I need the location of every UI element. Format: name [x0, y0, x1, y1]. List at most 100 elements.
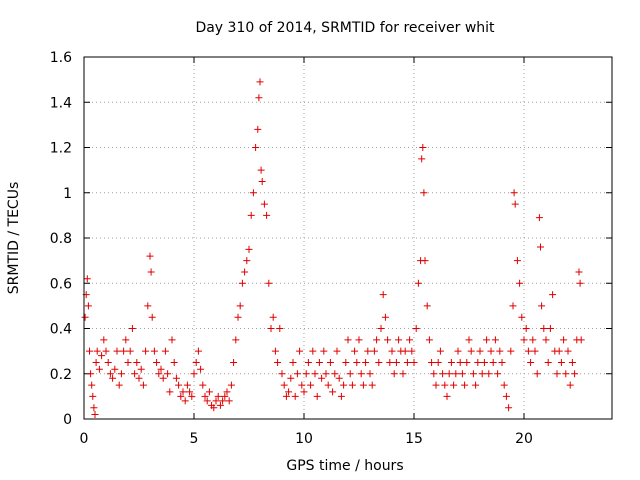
data-point — [386, 358, 394, 366]
data-point — [344, 336, 352, 344]
data-point — [161, 347, 169, 355]
data-point — [155, 370, 163, 378]
data-point — [269, 313, 277, 321]
data-point — [419, 144, 427, 151]
data-point — [331, 370, 339, 378]
data-point — [93, 347, 101, 355]
data-point — [146, 252, 154, 260]
data-point — [153, 358, 161, 366]
data-point — [147, 268, 155, 276]
data-point — [472, 381, 480, 389]
data-point — [535, 214, 543, 222]
data-point — [362, 358, 370, 366]
data-point — [89, 392, 97, 400]
data-point — [98, 352, 106, 360]
data-point — [142, 347, 150, 355]
data-point — [458, 370, 466, 378]
data-point — [192, 358, 200, 366]
data-point — [463, 358, 471, 366]
data-point — [333, 347, 341, 355]
data-point — [452, 370, 460, 378]
data-point — [399, 370, 407, 378]
data-point — [133, 358, 141, 366]
data-point — [109, 374, 117, 382]
x-tick-label: 10 — [295, 431, 313, 447]
data-point — [370, 347, 378, 355]
data-point — [373, 336, 381, 344]
plot-frame — [83, 56, 613, 420]
data-point — [131, 370, 139, 378]
data-point — [485, 370, 493, 378]
x-axis-label: GPS time / hours — [286, 458, 403, 474]
data-point — [494, 370, 502, 378]
data-point — [150, 347, 158, 355]
data-point — [95, 365, 103, 373]
data-point — [527, 358, 535, 366]
y-tick-label: 0.8 — [50, 231, 72, 247]
data-point — [443, 392, 451, 400]
data-point — [302, 370, 310, 378]
data-point — [329, 388, 337, 396]
data-point — [135, 374, 143, 382]
data-point — [86, 347, 93, 355]
data-point — [315, 358, 323, 366]
data-point — [500, 381, 508, 389]
data-point — [531, 347, 539, 355]
data-point — [518, 313, 526, 321]
data-point — [454, 347, 462, 355]
data-point — [564, 347, 572, 355]
data-point — [296, 347, 304, 355]
data-point — [392, 358, 400, 366]
data-point — [403, 358, 411, 366]
data-point — [258, 177, 266, 185]
data-point — [221, 392, 229, 400]
data-point — [205, 388, 213, 396]
data-point — [568, 358, 576, 366]
data-point — [346, 370, 354, 378]
data-point — [335, 374, 343, 382]
data-point — [278, 370, 286, 378]
data-point — [395, 336, 403, 344]
data-point — [480, 358, 488, 366]
x-tick-label: 15 — [405, 431, 423, 447]
data-point — [340, 381, 348, 389]
data-point — [183, 381, 191, 389]
data-point — [487, 347, 495, 355]
data-point — [157, 365, 165, 373]
data-point — [511, 200, 519, 208]
data-point — [337, 392, 345, 400]
data-point — [401, 347, 409, 355]
data-point — [505, 404, 513, 412]
data-point — [81, 313, 89, 321]
data-point — [214, 392, 222, 400]
data-point — [307, 381, 315, 389]
data-point — [247, 211, 255, 219]
data-point — [447, 358, 455, 366]
data-point — [414, 279, 422, 287]
data-point — [544, 358, 552, 366]
data-point — [203, 397, 211, 405]
data-point — [410, 358, 418, 366]
data-point — [555, 347, 563, 355]
data-point — [139, 381, 147, 389]
data-point — [201, 392, 209, 400]
data-point — [293, 370, 301, 378]
data-point — [483, 336, 491, 344]
data-point — [227, 381, 235, 389]
data-point — [507, 347, 515, 355]
data-point — [381, 313, 389, 321]
data-point — [159, 374, 167, 382]
data-point — [175, 381, 183, 389]
data-point — [144, 302, 152, 310]
data-point — [285, 388, 293, 396]
data-point — [425, 336, 433, 344]
data-point — [256, 78, 264, 86]
data-point — [298, 381, 306, 389]
data-point — [326, 358, 334, 366]
data-point — [245, 245, 253, 253]
data-point — [388, 347, 396, 355]
data-point — [560, 336, 568, 344]
data-point — [432, 381, 440, 389]
data-point — [353, 358, 361, 366]
y-tick-label: 0.6 — [50, 276, 72, 292]
